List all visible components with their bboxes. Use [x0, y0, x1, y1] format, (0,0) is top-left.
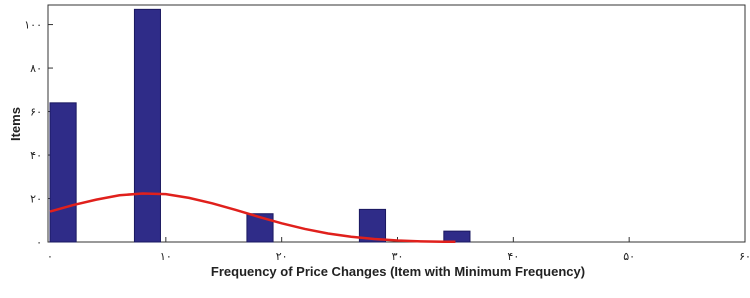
- x-tick-label: ۵۰: [623, 251, 635, 263]
- x-axis-label: Frequency of Price Changes (Item with Mi…: [211, 264, 585, 279]
- x-tick-label: ۱۰: [160, 251, 172, 263]
- x-tick-label: ۴۰: [507, 251, 519, 263]
- y-tick-label: ۰: [36, 237, 42, 249]
- y-axis-label: Items: [8, 107, 23, 141]
- y-tick-label: ۸۰: [30, 63, 42, 75]
- y-tick-label: ۶۰: [30, 107, 42, 119]
- y-tick-label: ۲۰: [30, 194, 42, 206]
- x-tick-label: ۰: [47, 251, 53, 263]
- y-tick-label: ۴۰: [30, 150, 42, 162]
- chart: Frequency of Price Changes (Item with Mi…: [0, 0, 750, 293]
- y-tick-label: ۱۰۰: [24, 20, 42, 32]
- bar: [134, 9, 160, 242]
- bar: [50, 103, 76, 242]
- x-tick-label: ۳۰: [392, 251, 404, 263]
- x-tick-label: ۲۰: [276, 251, 288, 263]
- bar: [444, 231, 470, 242]
- x-tick-label: ۶۰: [739, 251, 750, 263]
